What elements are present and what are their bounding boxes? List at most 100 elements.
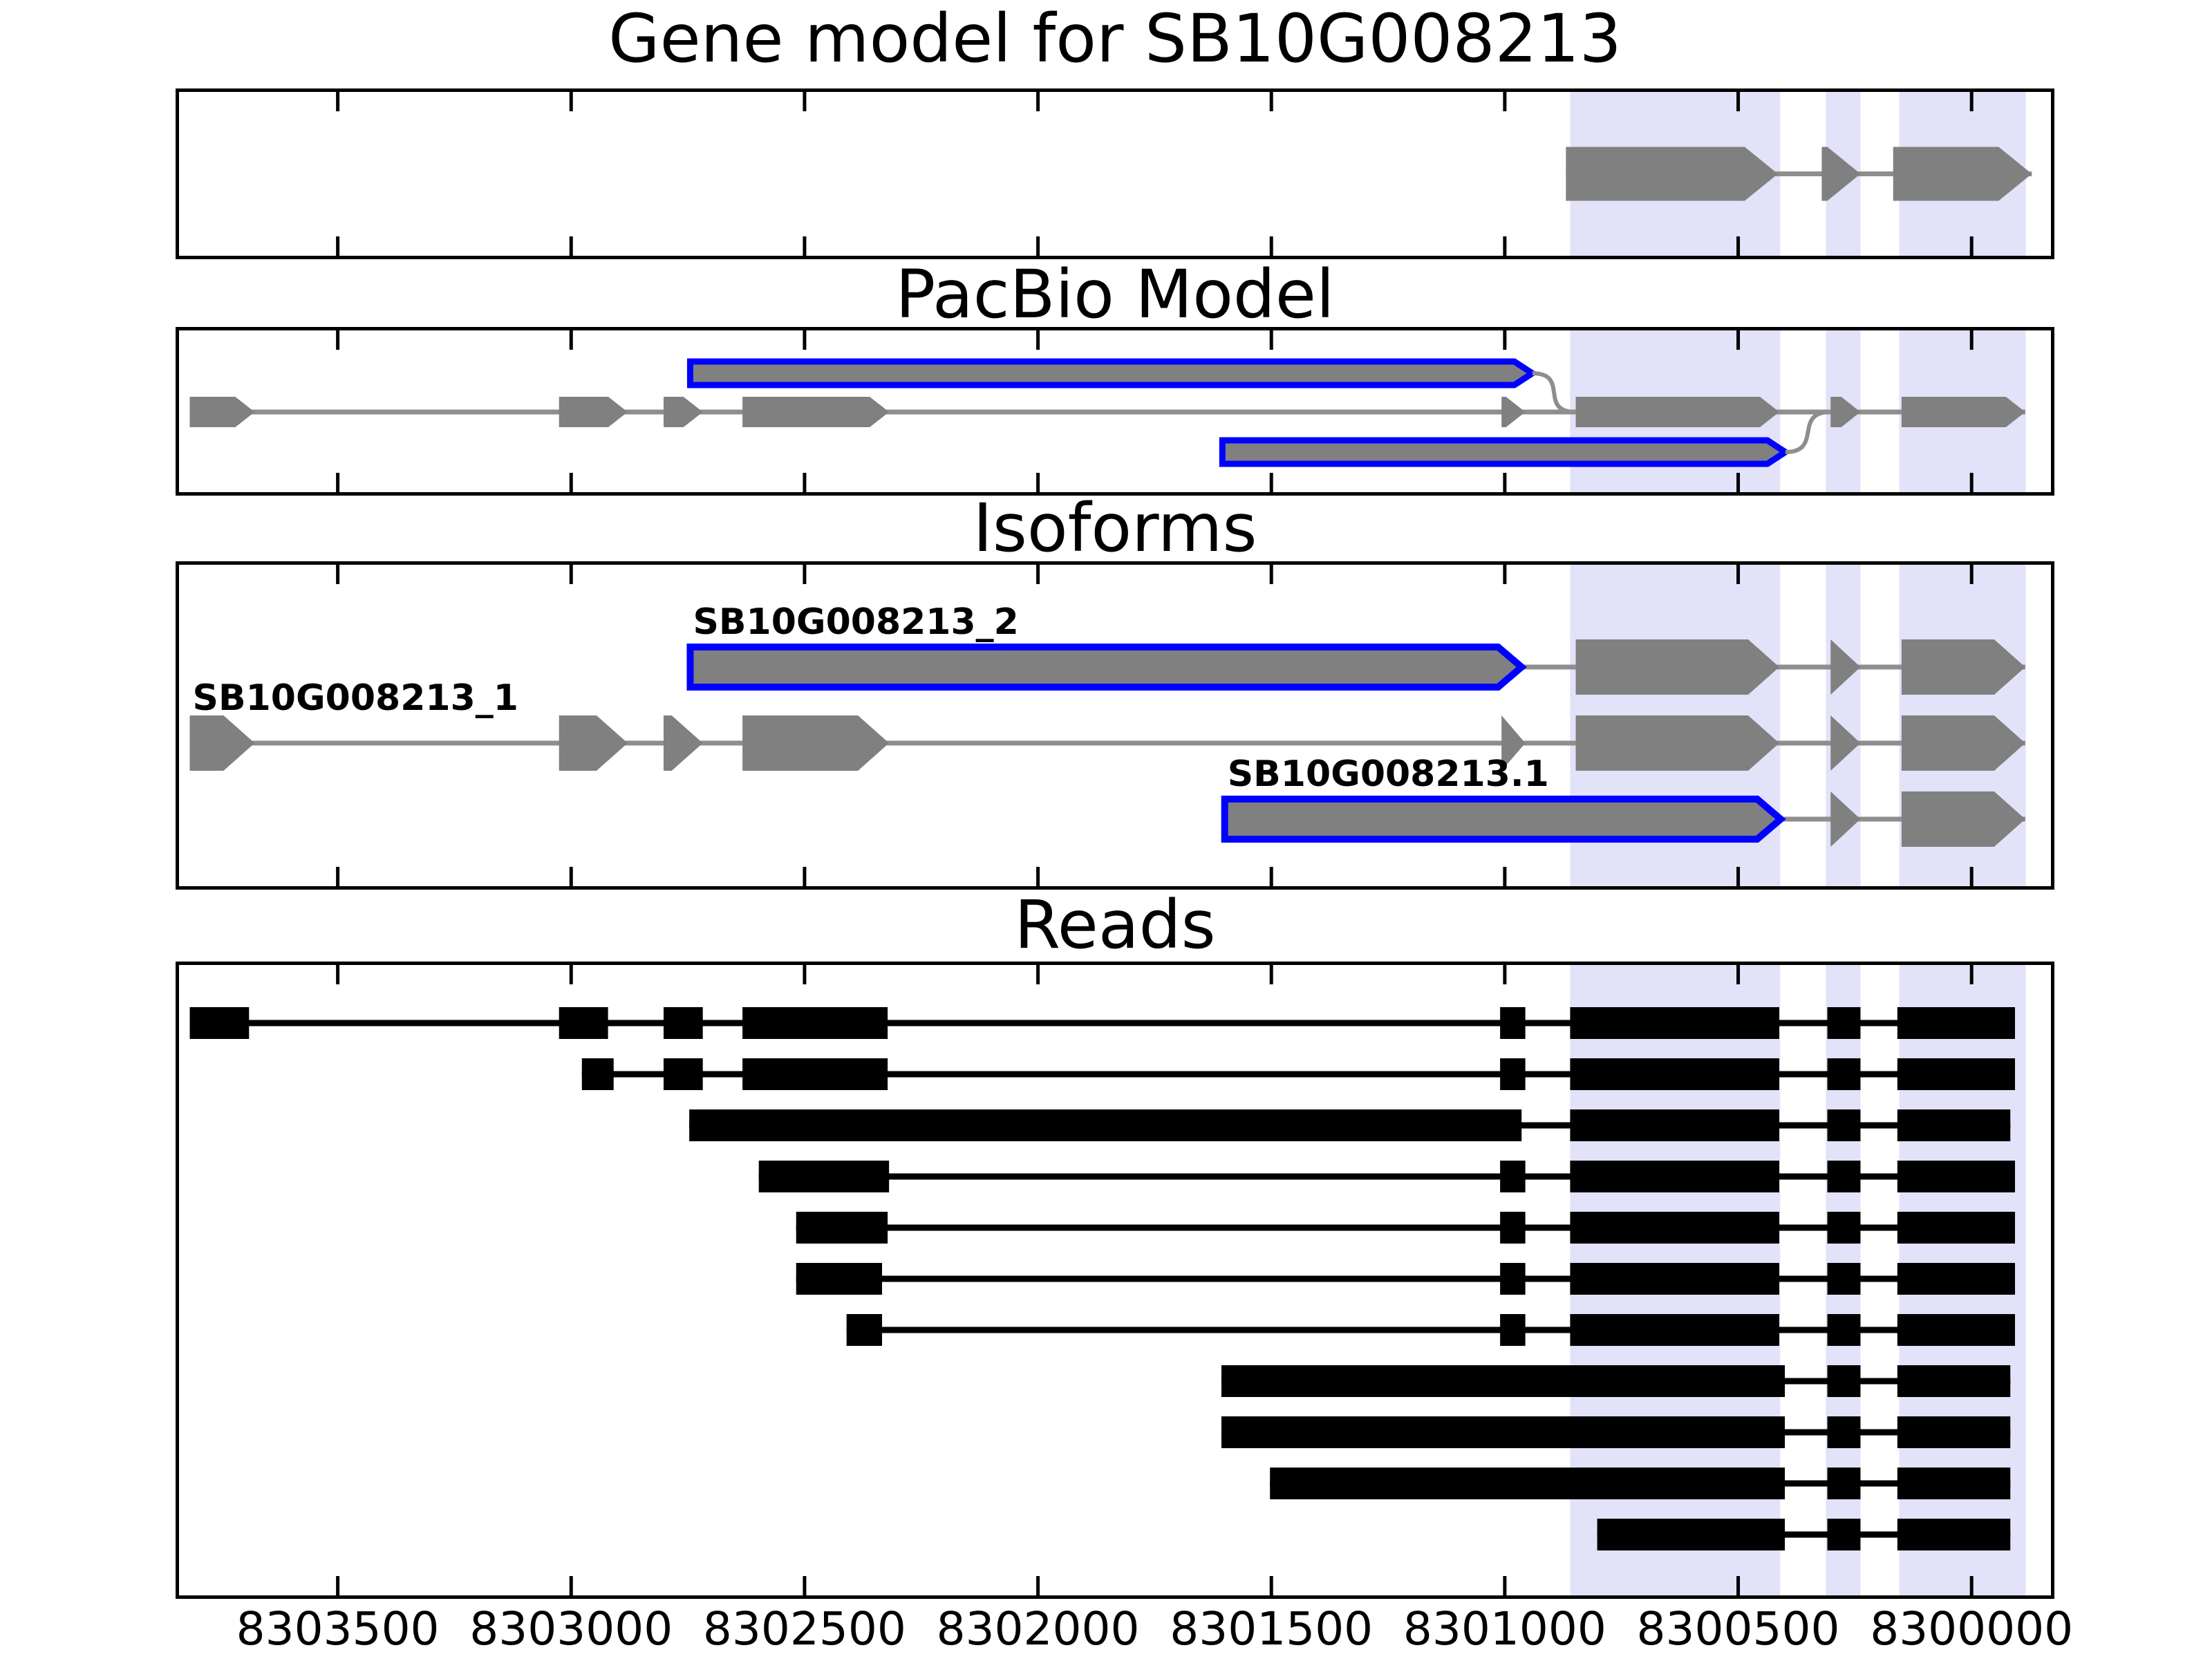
- panel-pacbio-model: [176, 327, 2054, 496]
- read-segment: [1570, 1109, 1779, 1141]
- read-segment: [1500, 1058, 1526, 1090]
- read-segment: [1827, 1314, 1861, 1346]
- exon-arrow: [1501, 715, 1526, 771]
- exon-arrow: [559, 397, 628, 427]
- read-segment: [1897, 1212, 2016, 1244]
- isoforms-title: Isoforms: [973, 489, 1257, 567]
- pacbio-aligned-bar: [1219, 437, 1791, 467]
- read-segment: [1570, 1212, 1779, 1244]
- read-segment: [1827, 1109, 1861, 1141]
- gene-model-canvas: [336, 92, 2032, 256]
- exon-arrow: [1830, 715, 1861, 771]
- read-segment: [758, 1161, 890, 1192]
- exon-arrow: [1575, 397, 1779, 427]
- read-segment: [1500, 1212, 1526, 1244]
- x-tick-label: 8302500: [702, 1602, 906, 1656]
- read-segment: [1827, 1007, 1861, 1039]
- read-segment: [1827, 1468, 1861, 1499]
- read-segment: [1897, 1058, 2016, 1090]
- exon-arrow: [742, 397, 890, 427]
- pacbio-aligned-bar: [686, 358, 1538, 388]
- read-segment: [1897, 1416, 2011, 1448]
- read-segment: [1897, 1365, 2011, 1397]
- x-tick-label: 8303500: [236, 1602, 440, 1656]
- read-segment: [1897, 1314, 2016, 1346]
- read-segment: [1500, 1007, 1526, 1039]
- read-segment: [1570, 1007, 1779, 1039]
- read-segment: [689, 1109, 1522, 1141]
- read-segment: [1897, 1519, 2011, 1550]
- panel-gene-model: [176, 88, 2054, 259]
- pacbio-aligned-bar: [686, 644, 1527, 691]
- read-segment: [742, 1058, 888, 1090]
- exon-arrow: [1830, 639, 1861, 695]
- exon-arrow: [1830, 791, 1861, 847]
- pacbio-aligned-bar: [1221, 796, 1786, 843]
- exon-arrow: [1575, 715, 1779, 771]
- read-segment: [1500, 1161, 1526, 1192]
- exon-arrow: [663, 715, 703, 771]
- read-segment: [796, 1263, 883, 1295]
- exon-arrow: [1901, 791, 2025, 847]
- read-segment: [1221, 1416, 1785, 1448]
- read-segment: [663, 1058, 703, 1090]
- read-segment: [559, 1007, 608, 1039]
- read-segment: [1897, 1109, 2011, 1141]
- read-segment: [1500, 1263, 1526, 1295]
- read-segment: [1827, 1519, 1861, 1550]
- isoform-label: SB10G008213_2: [693, 601, 1018, 643]
- x-tick-label: 8300000: [1870, 1602, 2074, 1656]
- pacbio-title: PacBio Model: [895, 256, 1335, 333]
- read-segment: [1570, 1161, 1779, 1192]
- exon-arrow: [1901, 715, 2025, 771]
- read-segment: [1570, 1314, 1779, 1346]
- exon-arrow: [1501, 397, 1526, 427]
- read-segment: [742, 1007, 888, 1039]
- exon-arrow: [1830, 397, 1861, 427]
- connector-curve: [1785, 410, 1831, 454]
- exon-arrow: [189, 715, 255, 771]
- connector-curve: [1532, 371, 1576, 414]
- read-segment: [1270, 1468, 1785, 1499]
- exon-arrow: [742, 715, 890, 771]
- read-segment: [1827, 1416, 1861, 1448]
- x-tick-label: 8302000: [936, 1602, 1140, 1656]
- reads-title: Reads: [1014, 886, 1216, 964]
- read-segment: [1897, 1263, 2016, 1295]
- pacbio-model-canvas: [189, 330, 2026, 492]
- main-title: Gene model for SB10G008213: [608, 0, 1622, 77]
- exon-arrow: [1566, 147, 1778, 201]
- panel-reads: [176, 962, 2054, 1599]
- read-segment: [1570, 1058, 1779, 1090]
- read-segment: [1570, 1263, 1779, 1295]
- exon-arrow: [1821, 147, 1861, 201]
- read-segment: [1897, 1161, 2016, 1192]
- read-segment: [796, 1212, 888, 1244]
- read-segment: [1827, 1263, 1861, 1295]
- read-segment: [663, 1007, 703, 1039]
- reads-canvas: [189, 965, 2026, 1595]
- panel-isoforms: SB10G008213_2 SB10G008213_1 SB10G008213.1: [176, 561, 2054, 890]
- isoform-label: SB10G008213.1: [1228, 753, 1549, 795]
- exon-arrow: [1575, 639, 1779, 695]
- read-segment: [1827, 1161, 1861, 1192]
- isoform-label: SB10G008213_1: [193, 677, 518, 719]
- exon-arrow: [189, 397, 255, 427]
- read-segment: [1500, 1314, 1526, 1346]
- read-segment: [1827, 1212, 1861, 1244]
- read-segment: [581, 1058, 614, 1090]
- exon-arrow: [663, 397, 703, 427]
- read-segment: [189, 1007, 250, 1039]
- read-segment: [1897, 1007, 2016, 1039]
- x-tick-label: 8303000: [469, 1602, 673, 1656]
- isoforms-canvas: SB10G008213_2 SB10G008213_1 SB10G008213.1: [189, 565, 2026, 886]
- read-segment: [1827, 1365, 1861, 1397]
- exon-arrow: [559, 715, 628, 771]
- x-tick-label: 8301500: [1170, 1602, 1374, 1656]
- x-tick-label: 8300500: [1636, 1602, 1840, 1656]
- exon-arrow: [1901, 639, 2025, 695]
- read-segment: [1221, 1365, 1785, 1397]
- read-segment: [846, 1314, 883, 1346]
- read-segment: [1827, 1058, 1861, 1090]
